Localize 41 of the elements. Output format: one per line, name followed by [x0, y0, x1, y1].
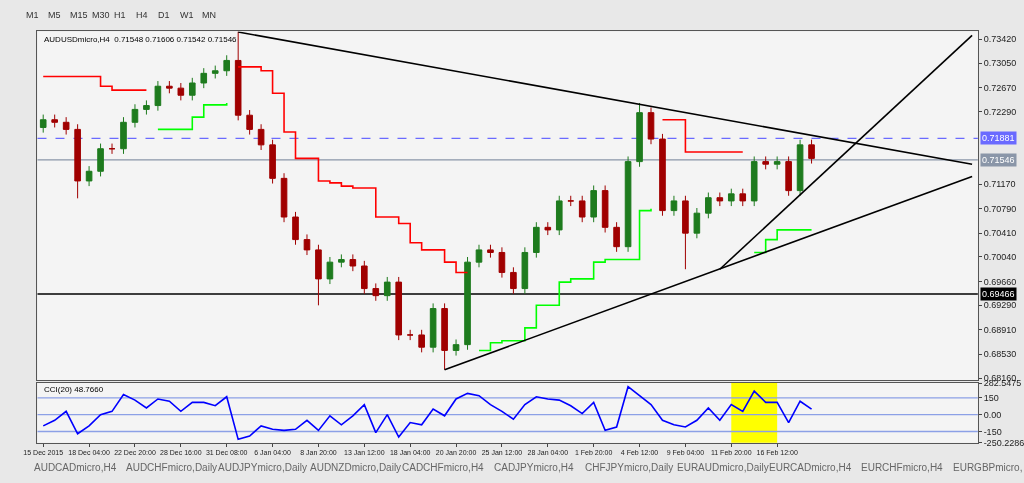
text: CADJPYmicro,H4 — [494, 462, 574, 473]
y-tick-label: 0.72670 — [983, 82, 1017, 93]
y-tick-label: 0.73420 — [983, 34, 1017, 45]
text: AUDCADmicro,H4 — [34, 462, 117, 473]
ref-line-label: 0.69466 — [982, 289, 1015, 299]
y-tick-label: 0.73050 — [983, 58, 1017, 69]
y-tick-label: -150 — [983, 426, 1002, 437]
y-tick-label: 0.69290 — [983, 300, 1017, 311]
y-tick-label: 0.70790 — [983, 203, 1017, 214]
text: AUDCHFmicro,Daily — [126, 462, 218, 473]
text: EURAUDmicro,Daily — [677, 462, 769, 473]
ref-line-label: 0.71546 — [982, 155, 1015, 165]
text: D1 — [158, 10, 170, 20]
y-tick-label: 0.00 — [983, 409, 1002, 420]
text: CHFJPYmicro,Daily — [585, 462, 674, 473]
text: M15 — [70, 10, 88, 20]
y-tick-label: 0.68530 — [983, 349, 1017, 360]
text: M30 — [92, 10, 110, 20]
text: M5 — [48, 10, 61, 20]
chart-title: CCI(20) 48.7660 — [44, 385, 104, 394]
text: EURGBPmicro, — [953, 462, 1023, 473]
text: EURCHFmicro,H4 — [861, 462, 944, 473]
text: CADCHFmicro,H4 — [402, 462, 485, 473]
y-tick-label: 150 — [983, 393, 999, 404]
y-tick-label: 0.69660 — [983, 276, 1017, 287]
text: AUDNZDmicro,Daily — [310, 462, 402, 473]
text: H1 — [114, 10, 126, 20]
text: M1 — [26, 10, 39, 20]
text: AUDUSDmicro,H4 0.71548 0.71606 0.71542 0.71546 — [44, 35, 238, 44]
text: AUDJPYmicro,Daily — [218, 462, 307, 473]
y-tick-label: 0.68910 — [983, 324, 1017, 335]
y-tick-label: 0.71170 — [983, 179, 1016, 190]
text: H4 — [136, 10, 148, 20]
y-tick-label: 0.70040 — [983, 252, 1017, 263]
text: EURCADmicro,H4 — [769, 462, 852, 473]
y-tick-label: 0.70410 — [983, 228, 1017, 239]
y-tick-label: -250.2286 — [983, 437, 1024, 448]
ref-line-label: 0.71881 — [982, 133, 1015, 143]
text: MN — [202, 10, 216, 20]
text: W1 — [180, 10, 194, 20]
y-tick-label: 0.72290 — [983, 107, 1017, 118]
